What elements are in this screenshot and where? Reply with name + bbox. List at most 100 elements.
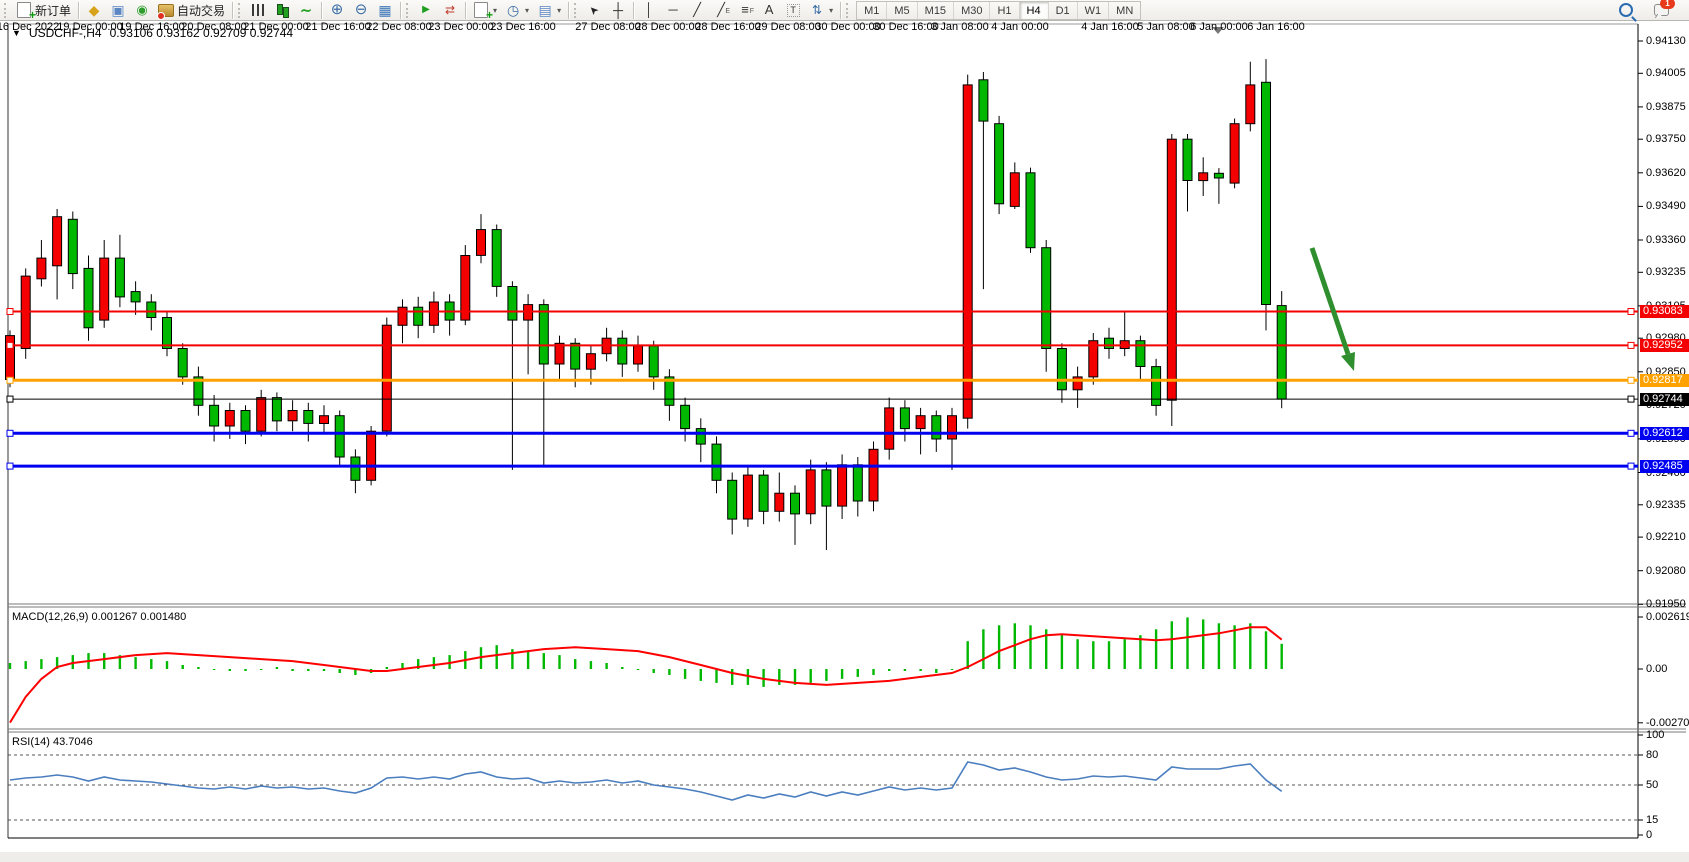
time-axis-label: 4 Jan 00:00 <box>991 21 1049 33</box>
tile-windows-button[interactable]: ▦ <box>373 0 397 21</box>
price-tag-resistance-line-1: 0.93083 <box>1640 305 1689 319</box>
crosshair-icon: ┼ <box>613 2 624 18</box>
new-order-icon <box>17 2 31 18</box>
macd-axis-tick: -0.002708 <box>1646 716 1689 729</box>
price-axis-tick: 0.94130 <box>1646 35 1686 47</box>
horizontal-line-icon: ─ <box>668 2 678 17</box>
new-order-label: 新订单 <box>35 3 72 18</box>
auto-trading-button[interactable]: 自动交易 <box>154 0 229 21</box>
toolbar-drag-handle[interactable] <box>406 2 410 18</box>
profiles-button[interactable]: ▣ <box>106 0 130 21</box>
notifications-button[interactable]: 1 <box>1649 0 1675 21</box>
toolbar-drag-handle[interactable] <box>4 2 8 18</box>
price-axis-tick: 0.93620 <box>1646 166 1686 179</box>
time-axis-label: 23 Dec 00:00 <box>428 21 494 33</box>
connection-button[interactable]: ◉ <box>130 0 154 21</box>
toolbar-separator <box>840 1 842 19</box>
zoom-out-icon: ⊖ <box>354 1 368 18</box>
zoom-out-button[interactable]: ⊖ <box>349 0 373 21</box>
toolbar-separator <box>232 1 234 19</box>
price-axis-tick: 0.93490 <box>1646 200 1686 213</box>
timeframe-button-d1[interactable]: D1 <box>1049 1 1078 19</box>
arrows-button[interactable]: ⇅ ▾ <box>805 0 837 21</box>
vertical-line-button[interactable]: │ <box>637 0 661 21</box>
line-chart-icon: ∼ <box>300 2 312 18</box>
chart-menu-caret-icon[interactable]: ▼ <box>12 28 21 38</box>
dropdown-caret-icon: ▾ <box>493 5 498 15</box>
timeframe-button-m1[interactable]: M1 <box>857 1 888 19</box>
macd-signal-line <box>9 626 1283 724</box>
price-tag-current-price-line: 0.92744 <box>1640 392 1689 406</box>
price-tag-support-line-2: 0.92485 <box>1640 459 1689 473</box>
auto-trading-icon <box>158 3 175 17</box>
template-icon: ▤ <box>538 2 552 18</box>
time-axis-label: 27 Dec 08:00 <box>575 21 641 33</box>
cursor-icon: ➤ <box>586 2 602 18</box>
horizontal-line-button[interactable]: ─ <box>661 0 685 21</box>
main-toolbar: 新订单 ◆ ▣ ◉ 自动交易 ∼ ⊕ ⊖ ▦ ▶ <box>0 0 1689 21</box>
toolbar-separator <box>568 1 570 19</box>
chart-shift-button[interactable]: ⇄ <box>438 0 462 21</box>
rsi-axis-tick: 50 <box>1646 779 1659 791</box>
bar-chart-button[interactable] <box>246 0 270 21</box>
clock-icon: ◷ <box>506 2 520 18</box>
new-chart-button[interactable]: ▾ <box>469 0 501 21</box>
search-button[interactable] <box>1615 0 1639 21</box>
line-chart-button[interactable]: ∼ <box>294 0 318 21</box>
periods-button[interactable]: ◷ ▾ <box>501 0 533 21</box>
price-tag-pivot-line: 0.92817 <box>1640 373 1689 387</box>
time-axis-label: 5 Jan 08:00 <box>1137 21 1195 33</box>
toolbar-drag-handle[interactable] <box>846 2 850 18</box>
timeframe-button-h1[interactable]: H1 <box>990 1 1020 19</box>
trendline-button[interactable]: ╱ <box>685 0 709 21</box>
time-axis-label: 19 Dec 00:00 <box>57 21 123 33</box>
candlestick-chart-button[interactable] <box>270 0 294 21</box>
rsi-line <box>9 761 1283 801</box>
text-label-icon: T <box>786 3 800 17</box>
market-watch-button[interactable]: ◆ <box>82 0 106 21</box>
auto-scroll-button[interactable]: ▶ <box>414 0 438 21</box>
time-axis-label: 21 Dec 16:00 <box>305 21 371 33</box>
timeframe-button-m30[interactable]: M30 <box>954 1 991 19</box>
text-button[interactable]: A <box>757 0 781 21</box>
horizontal-line-objects[interactable] <box>6 308 1638 470</box>
new-order-button[interactable]: 新订单 <box>12 0 75 21</box>
crosshair-button[interactable]: ┼ <box>606 0 630 21</box>
chart-area[interactable]: ▼ USDCHF-,H4 0.93106 0.93162 0.92709 0.9… <box>0 21 1689 862</box>
timeframe-button-mn[interactable]: MN <box>1116 4 1134 17</box>
templates-button[interactable]: ▤ ▾ <box>533 0 565 21</box>
rsi-axis-tick: 100 <box>1646 729 1665 741</box>
candlestick-icon <box>274 2 290 18</box>
time-axis-label: 30 Dec 16:00 <box>873 21 939 33</box>
toolbar-drag-handle[interactable] <box>238 2 242 18</box>
trend-arrow-annotation[interactable] <box>1309 247 1355 371</box>
zoom-in-icon: ⊕ <box>330 1 344 18</box>
time-axis-label: 21 Dec 00:00 <box>243 21 309 33</box>
toolbar-drag-handle[interactable] <box>574 2 578 18</box>
chart-shift-icon: ⇄ <box>445 3 456 17</box>
time-axis-label: 30 Dec 00:00 <box>815 21 881 33</box>
equidistant-channel-button[interactable]: ╱ <box>709 0 733 21</box>
price-axis-tick: 0.91950 <box>1646 598 1686 611</box>
toolbar-separator <box>78 1 80 19</box>
symbol-period-label: USDCHF-,H4 <box>28 26 102 40</box>
timeframe-button-m5[interactable]: M5 <box>887 1 918 19</box>
zoom-in-button[interactable]: ⊕ <box>325 0 349 21</box>
rsi-axis-tick: 80 <box>1646 749 1659 761</box>
time-axis-label: 29 Dec 08:00 <box>755 21 821 33</box>
timeframe-button-w1[interactable]: W1 <box>1078 1 1110 19</box>
timeframe-button-h4[interactable]: H4 <box>1019 1 1049 19</box>
vertical-line-icon: │ <box>645 2 654 17</box>
connection-icon: ◉ <box>136 2 148 17</box>
timeframe-button-m15[interactable]: M15 <box>918 1 955 19</box>
fibonacci-button[interactable]: ≡ <box>733 0 757 21</box>
time-axis-label: 22 Dec 08:00 <box>366 21 432 33</box>
ohlc-values: 0.93106 0.93162 0.92709 0.92744 <box>109 26 294 40</box>
text-label-button[interactable]: T <box>781 0 805 21</box>
cursor-button[interactable]: ➤ <box>582 0 606 21</box>
toolbar-separator <box>633 1 635 19</box>
price-axis-tick: 0.94005 <box>1646 67 1686 80</box>
arrows-icon: ⇅ <box>812 3 823 17</box>
